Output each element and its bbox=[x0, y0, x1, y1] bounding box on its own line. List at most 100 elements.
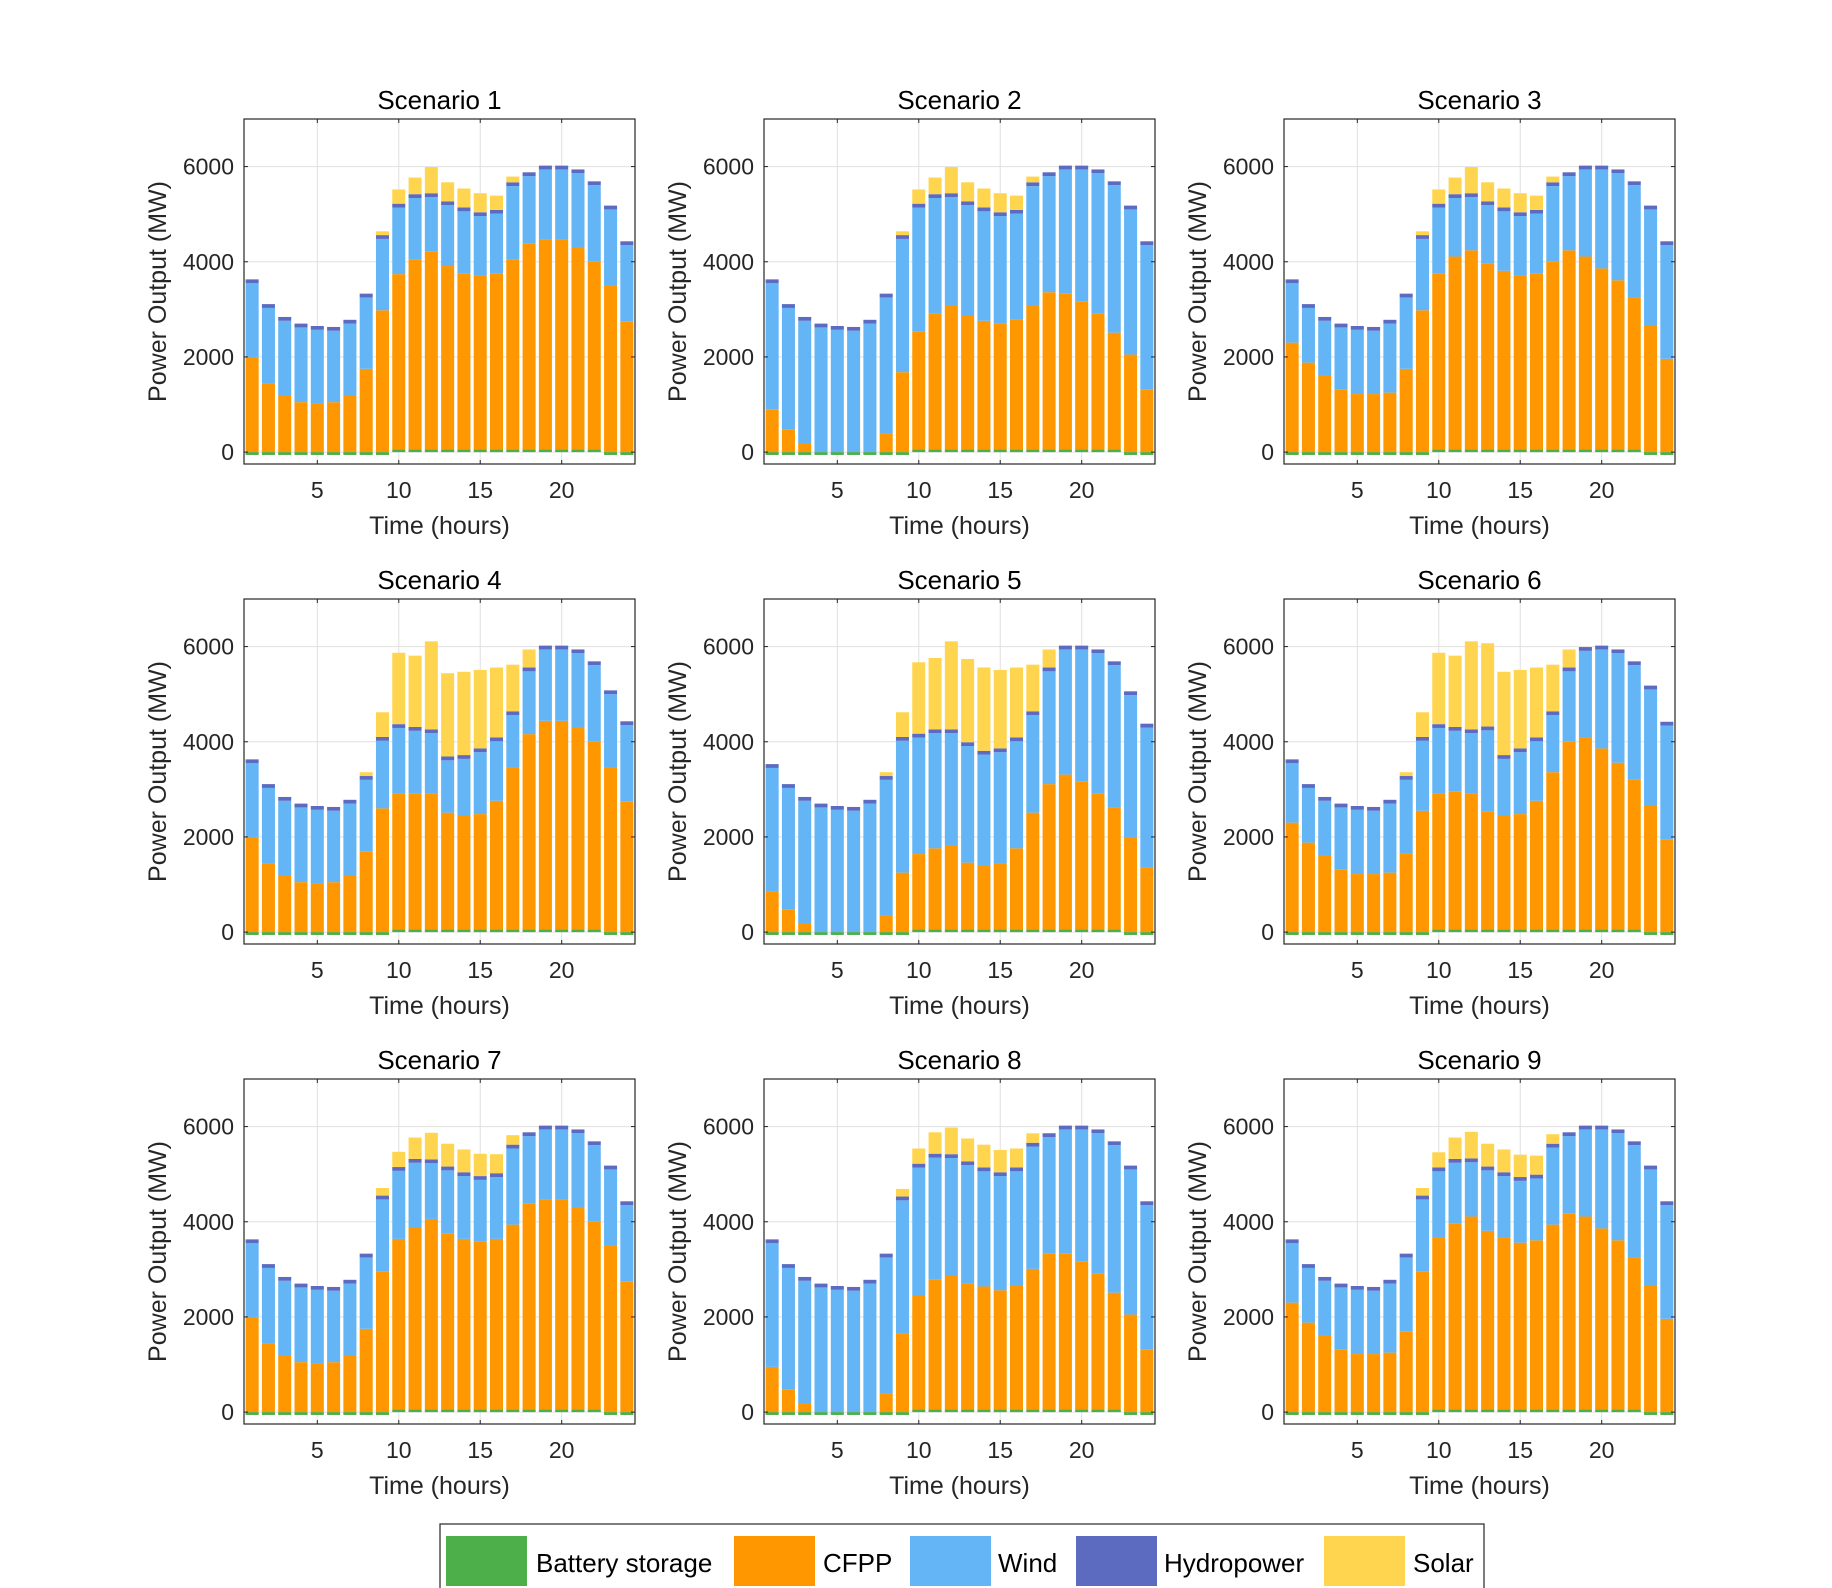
bar-battery-storage-h11 bbox=[408, 929, 422, 933]
bar-wind-h22 bbox=[1627, 185, 1641, 298]
bar-solar-h17 bbox=[506, 1135, 520, 1145]
bar-wind-h19 bbox=[1578, 169, 1592, 257]
bar-hydropower-h17 bbox=[1546, 1143, 1560, 1148]
x-axis-label: Time (hours) bbox=[369, 1472, 510, 1500]
bar-cfpp-h24 bbox=[620, 801, 634, 933]
bar-cfpp-h14 bbox=[977, 865, 991, 930]
bar-solar-h15 bbox=[473, 193, 487, 213]
bar-battery-storage-h17 bbox=[1026, 449, 1040, 453]
bar-hydropower-h9 bbox=[375, 235, 389, 239]
bar-wind-h6 bbox=[327, 810, 341, 883]
bar-hydropower-h15 bbox=[473, 1176, 487, 1180]
bar-wind-h4 bbox=[1334, 327, 1348, 390]
bar-battery-storage-h12 bbox=[1464, 1409, 1478, 1413]
bar-wind-h1 bbox=[1285, 283, 1299, 343]
bar-battery-storage-h20 bbox=[1075, 449, 1089, 453]
bar-hydropower-h23 bbox=[1124, 1165, 1138, 1170]
bar-wind-h17 bbox=[506, 186, 520, 260]
x-axis-label: Time (hours) bbox=[1409, 992, 1550, 1020]
bar-cfpp-h20 bbox=[1595, 1228, 1609, 1410]
bar-battery-storage-h6 bbox=[327, 1412, 341, 1415]
bar-hydropower-h7 bbox=[1383, 319, 1397, 324]
bar-hydropower-h22 bbox=[1627, 661, 1641, 666]
bar-battery-storage-h21 bbox=[571, 449, 585, 453]
bar-battery-storage-h16 bbox=[490, 929, 504, 933]
bar-hydropower-h19 bbox=[1058, 1125, 1072, 1130]
y-axis-label: Power Output (MW) bbox=[144, 181, 172, 402]
bar-cfpp-h8 bbox=[359, 1328, 373, 1413]
panel-scenario-2: 5 10 15 20 0 2000 4000 6000 Scenario 2 Time (hour… bbox=[664, 85, 1156, 540]
bar-solar-h14 bbox=[977, 667, 991, 751]
bar-hydropower-h18 bbox=[1042, 667, 1056, 672]
bar-hydropower-h14 bbox=[457, 207, 471, 212]
bar-wind-h13 bbox=[961, 746, 975, 863]
bar-cfpp-h8 bbox=[359, 368, 373, 453]
bar-cfpp-h19 bbox=[1058, 1253, 1072, 1410]
bar-battery-storage-h1 bbox=[1285, 1412, 1299, 1415]
bar-cfpp-h10 bbox=[912, 331, 926, 450]
panel-title: Scenario 4 bbox=[377, 565, 501, 595]
bar-battery-storage-h7 bbox=[343, 1412, 357, 1415]
bar-battery-storage-h6 bbox=[847, 932, 861, 935]
bar-battery-storage-h9 bbox=[375, 1412, 389, 1415]
bar-solar-h17 bbox=[1546, 1134, 1560, 1144]
bar-cfpp-h2 bbox=[261, 1343, 275, 1413]
bar-wind-h4 bbox=[814, 327, 828, 453]
bar-hydropower-h23 bbox=[604, 690, 618, 695]
bar-wind-h4 bbox=[814, 807, 828, 933]
bar-cfpp-h23 bbox=[604, 1245, 618, 1413]
bar-battery-storage-h3 bbox=[798, 452, 812, 455]
bar-hydropower-h11 bbox=[408, 194, 422, 198]
bar-battery-storage-h17 bbox=[506, 1409, 520, 1413]
bar-hydropower-h23 bbox=[1124, 205, 1138, 210]
bar-hydropower-h9 bbox=[375, 737, 389, 741]
bar-wind-h20 bbox=[1595, 1129, 1609, 1229]
y-tick-label: 0 bbox=[1261, 1399, 1274, 1425]
y-axis-label: Power Output (MW) bbox=[664, 661, 692, 882]
bar-hydropower-h24 bbox=[1660, 721, 1674, 726]
bar-battery-storage-h11 bbox=[408, 449, 422, 453]
bar-hydropower-h2 bbox=[261, 784, 275, 788]
bar-solar-h17 bbox=[1026, 664, 1040, 712]
bar-battery-storage-h5 bbox=[310, 1412, 324, 1415]
bar-cfpp-h18 bbox=[522, 243, 536, 450]
bar-cfpp-h10 bbox=[1432, 1237, 1446, 1410]
bar-battery-storage-h15 bbox=[473, 449, 487, 453]
legend-label-solar: Solar bbox=[1413, 1548, 1474, 1578]
bar-wind-h14 bbox=[457, 758, 471, 816]
bar-battery-storage-h10 bbox=[392, 449, 406, 453]
bar-cfpp-h7 bbox=[343, 875, 357, 933]
bar-hydropower-h20 bbox=[555, 1125, 569, 1130]
bar-hydropower-h3 bbox=[1318, 316, 1332, 321]
bar-cfpp-h9 bbox=[895, 1333, 909, 1413]
bar-hydropower-h24 bbox=[1140, 1201, 1154, 1206]
bar-wind-h20 bbox=[1075, 649, 1089, 782]
bar-wind-h17 bbox=[1546, 1147, 1560, 1225]
bar-cfpp-h11 bbox=[408, 793, 422, 930]
bar-solar-h16 bbox=[490, 195, 504, 210]
bar-hydropower-h6 bbox=[327, 326, 341, 331]
bar-cfpp-h22 bbox=[1627, 1257, 1641, 1410]
bar-hydropower-h1 bbox=[765, 279, 779, 284]
bar-hydropower-h13 bbox=[961, 1161, 975, 1166]
panel-title: Scenario 1 bbox=[377, 85, 501, 115]
bar-cfpp-h18 bbox=[1042, 292, 1056, 450]
bar-hydropower-h15 bbox=[473, 212, 487, 217]
x-tick-label: 10 bbox=[906, 957, 932, 983]
bar-wind-h4 bbox=[294, 807, 308, 883]
bar-cfpp-h8 bbox=[1399, 1331, 1413, 1413]
bar-battery-storage-h9 bbox=[895, 932, 909, 935]
bar-wind-h3 bbox=[278, 800, 292, 875]
bar-battery-storage-h7 bbox=[343, 452, 357, 455]
bar-battery-storage-h4 bbox=[1334, 452, 1348, 455]
bar-wind-h18 bbox=[522, 1136, 536, 1204]
bar-battery-storage-h9 bbox=[1415, 1412, 1429, 1415]
bar-hydropower-h22 bbox=[587, 661, 601, 666]
legend-label-cfpp: CFPP bbox=[823, 1548, 892, 1578]
bar-cfpp-h12 bbox=[1464, 1216, 1478, 1410]
bar-cfpp-h19 bbox=[538, 1199, 552, 1410]
bar-hydropower-h2 bbox=[781, 784, 795, 788]
bar-battery-storage-h20 bbox=[1595, 929, 1609, 933]
bar-battery-storage-h1 bbox=[245, 932, 259, 935]
bar-battery-storage-h21 bbox=[1091, 1409, 1105, 1413]
